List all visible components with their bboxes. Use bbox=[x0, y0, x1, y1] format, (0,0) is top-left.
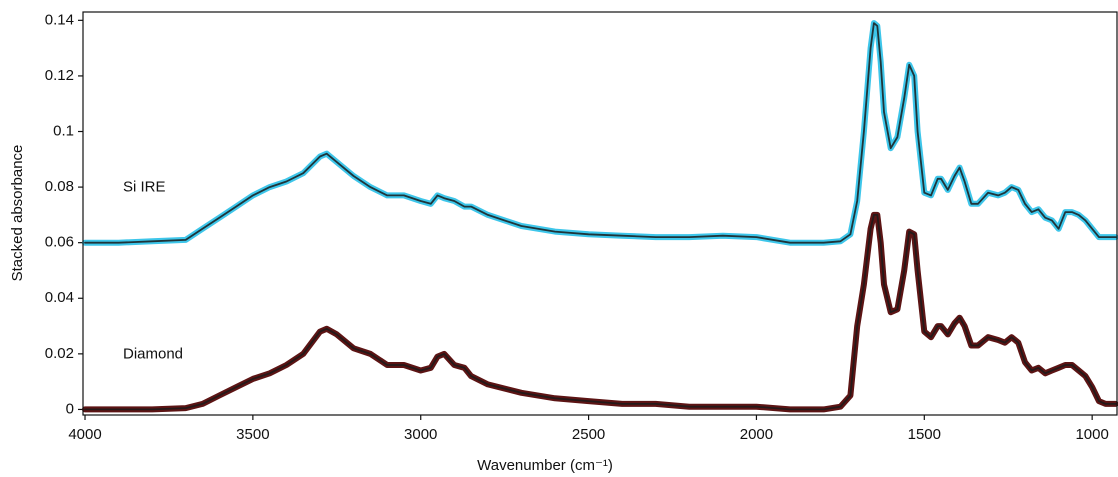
x-tick-label: 3500 bbox=[236, 426, 269, 443]
y-tick-label: 0.08 bbox=[45, 178, 74, 195]
x-tick-label: 1000 bbox=[1075, 426, 1108, 443]
x-tick-label: 3000 bbox=[404, 426, 437, 443]
y-tick-label: 0.12 bbox=[45, 67, 74, 84]
series-halo bbox=[82, 20, 1118, 246]
x-axis-label: Wavenumber (cm⁻¹) bbox=[477, 457, 613, 474]
x-tick-label: 4000 bbox=[68, 426, 101, 443]
x-tick-label: 2000 bbox=[740, 426, 773, 443]
series-label: Diamond bbox=[123, 345, 183, 362]
y-tick-label: 0 bbox=[66, 400, 74, 417]
y-tick-label: 0.02 bbox=[45, 345, 74, 362]
series-line bbox=[84, 214, 1117, 411]
y-tick-label: 0.04 bbox=[45, 289, 74, 306]
plot-frame bbox=[82, 11, 1118, 416]
y-axis-label: Stacked absorbance bbox=[9, 145, 26, 282]
y-tick-label: 0.06 bbox=[45, 234, 74, 251]
x-tick-label: 1500 bbox=[908, 426, 941, 443]
series-line bbox=[84, 22, 1117, 244]
y-tick-label: 0.14 bbox=[45, 11, 74, 28]
x-tick-label: 2500 bbox=[572, 426, 605, 443]
series-label: Si IRE bbox=[123, 179, 166, 196]
y-tick-label: 0.1 bbox=[53, 122, 74, 139]
series-halo bbox=[82, 211, 1118, 413]
